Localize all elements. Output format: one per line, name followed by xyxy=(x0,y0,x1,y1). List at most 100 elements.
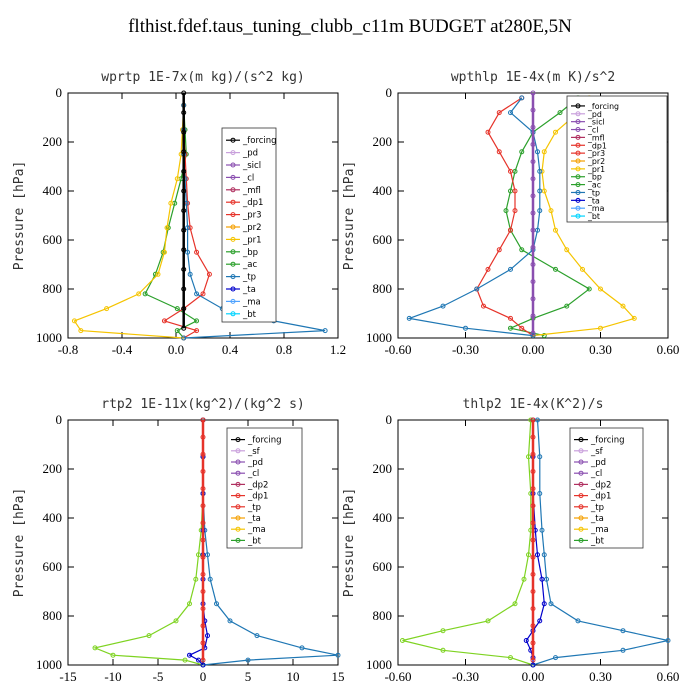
data-point xyxy=(181,227,187,233)
data-point xyxy=(541,601,547,607)
data-point xyxy=(142,291,148,297)
legend-marker xyxy=(575,174,581,180)
legend-label: _pr3 xyxy=(242,211,262,221)
data-point xyxy=(526,552,531,558)
legend-label: _pr2 xyxy=(587,157,605,166)
panel-title: thlp2 1E-4x(K^2)/s xyxy=(463,397,604,412)
y-tick-label: 200 xyxy=(373,134,393,149)
data-point xyxy=(245,657,251,663)
data-point xyxy=(541,552,547,558)
data-point xyxy=(530,520,536,526)
data-point xyxy=(481,303,486,309)
legend-marker xyxy=(230,137,236,143)
legend-marker xyxy=(235,448,241,454)
data-point xyxy=(530,537,536,543)
data-point xyxy=(553,129,558,135)
legend-label: _pr3 xyxy=(587,149,605,158)
x-tick-label: 0.60 xyxy=(657,342,680,357)
legend-label: _ac xyxy=(242,260,257,270)
data-point xyxy=(181,306,187,312)
legend-label: _dp1 xyxy=(587,141,607,150)
x-tick-label: -0.8 xyxy=(58,342,79,357)
data-point xyxy=(194,318,200,324)
legend-marker xyxy=(235,481,241,487)
data-point xyxy=(463,325,468,331)
data-point xyxy=(530,159,536,165)
series-line xyxy=(406,97,541,337)
data-point xyxy=(535,552,540,558)
data-point xyxy=(78,328,84,334)
x-tick-label: 0.8 xyxy=(276,342,292,357)
data-point xyxy=(181,188,187,194)
data-point xyxy=(586,286,592,292)
y-tick-label: 0 xyxy=(56,85,63,100)
legend-label: _pr1 xyxy=(587,165,605,174)
data-point xyxy=(535,149,540,155)
data-point xyxy=(530,210,536,216)
data-point xyxy=(136,291,142,297)
data-point xyxy=(322,328,328,334)
data-point xyxy=(227,618,233,624)
legend-marker xyxy=(230,236,236,242)
data-point xyxy=(564,303,570,309)
data-point xyxy=(512,188,518,194)
legend-marker xyxy=(230,249,236,255)
data-point xyxy=(200,503,206,509)
data-point xyxy=(548,601,554,607)
y-tick-label: 800 xyxy=(373,608,393,623)
legend-label: _pr2 xyxy=(242,223,262,233)
x-tick-label: 0 xyxy=(200,669,207,684)
data-point xyxy=(530,227,536,233)
data-point xyxy=(539,576,545,582)
data-point xyxy=(512,601,518,607)
legend-marker xyxy=(575,182,581,188)
data-point xyxy=(161,318,167,324)
data-point xyxy=(508,655,513,661)
data-point xyxy=(553,266,558,272)
data-point xyxy=(508,325,513,331)
x-tick-label: 15 xyxy=(332,669,345,684)
legend-marker xyxy=(230,274,236,280)
y-tick-label: 800 xyxy=(43,608,63,623)
legend-marker xyxy=(575,205,581,211)
legend-marker xyxy=(578,537,584,543)
data-point xyxy=(541,149,547,155)
data-point xyxy=(200,291,206,297)
y-tick-label: 800 xyxy=(43,281,63,296)
data-point xyxy=(193,576,199,582)
x-tick-label: -10 xyxy=(104,669,121,684)
data-point xyxy=(519,247,525,253)
data-point xyxy=(496,247,502,253)
data-point xyxy=(530,571,536,577)
data-point xyxy=(474,286,480,292)
data-point xyxy=(530,244,536,250)
data-point xyxy=(530,623,536,629)
data-point xyxy=(553,227,558,233)
legend-marker xyxy=(235,493,241,499)
data-point xyxy=(530,333,536,339)
data-point xyxy=(200,571,206,577)
data-point xyxy=(181,266,187,272)
legend-label: _ta xyxy=(247,514,261,524)
data-point xyxy=(530,451,536,457)
legend-label: _bt xyxy=(242,310,257,320)
y-tick-label: 1000 xyxy=(36,657,62,672)
legend-label: _sicl xyxy=(587,118,605,127)
y-tick-label: 600 xyxy=(373,232,393,247)
data-point xyxy=(174,306,180,312)
legend-marker xyxy=(230,212,236,218)
data-point xyxy=(200,606,206,612)
plot-frame xyxy=(67,92,339,339)
series-line xyxy=(93,420,204,666)
data-point xyxy=(598,286,603,292)
data-point xyxy=(665,638,671,643)
data-point xyxy=(200,520,206,526)
series-line xyxy=(532,419,669,666)
legend-label: _tp xyxy=(242,273,256,283)
legend-marker xyxy=(575,103,581,109)
y-tick-label: 200 xyxy=(43,134,63,149)
data-point xyxy=(440,628,446,634)
legend-label: _ma xyxy=(590,525,609,535)
data-point xyxy=(200,554,206,560)
